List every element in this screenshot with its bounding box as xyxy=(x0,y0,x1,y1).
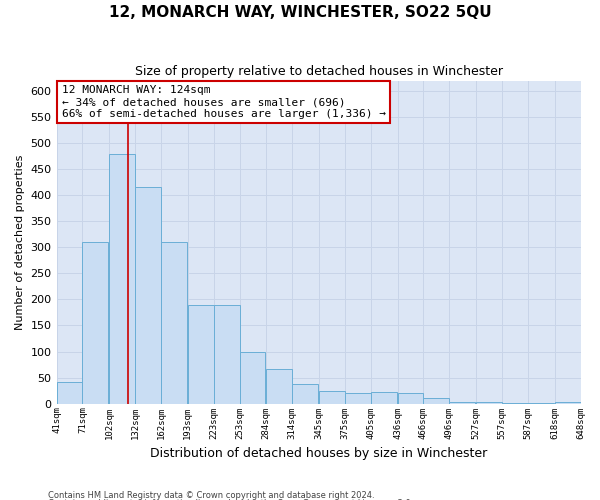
Text: Contains public sector information licensed under the Open Government Licence v3: Contains public sector information licen… xyxy=(48,499,413,500)
Bar xyxy=(345,393,371,404)
Y-axis label: Number of detached properties: Number of detached properties xyxy=(15,154,25,330)
Bar xyxy=(188,304,214,404)
X-axis label: Distribution of detached houses by size in Winchester: Distribution of detached houses by size … xyxy=(150,447,487,460)
Bar xyxy=(476,402,502,404)
Text: 12, MONARCH WAY, WINCHESTER, SO22 5QU: 12, MONARCH WAY, WINCHESTER, SO22 5QU xyxy=(109,5,491,20)
Bar xyxy=(424,398,449,404)
Bar xyxy=(502,403,528,404)
Bar xyxy=(56,382,82,404)
Bar xyxy=(135,188,161,404)
Bar xyxy=(82,242,109,404)
Text: 12 MONARCH WAY: 124sqm
← 34% of detached houses are smaller (696)
66% of semi-de: 12 MONARCH WAY: 124sqm ← 34% of detached… xyxy=(62,86,386,118)
Bar xyxy=(239,352,265,404)
Title: Size of property relative to detached houses in Winchester: Size of property relative to detached ho… xyxy=(134,65,503,78)
Bar xyxy=(528,403,554,404)
Bar xyxy=(449,402,475,404)
Bar xyxy=(266,368,292,404)
Bar xyxy=(371,392,397,404)
Bar xyxy=(292,384,318,404)
Bar xyxy=(398,393,424,404)
Bar xyxy=(214,304,239,404)
Bar xyxy=(319,390,345,404)
Bar xyxy=(109,154,135,404)
Bar xyxy=(161,242,187,404)
Bar xyxy=(554,402,581,404)
Text: Contains HM Land Registry data © Crown copyright and database right 2024.: Contains HM Land Registry data © Crown c… xyxy=(48,490,374,500)
